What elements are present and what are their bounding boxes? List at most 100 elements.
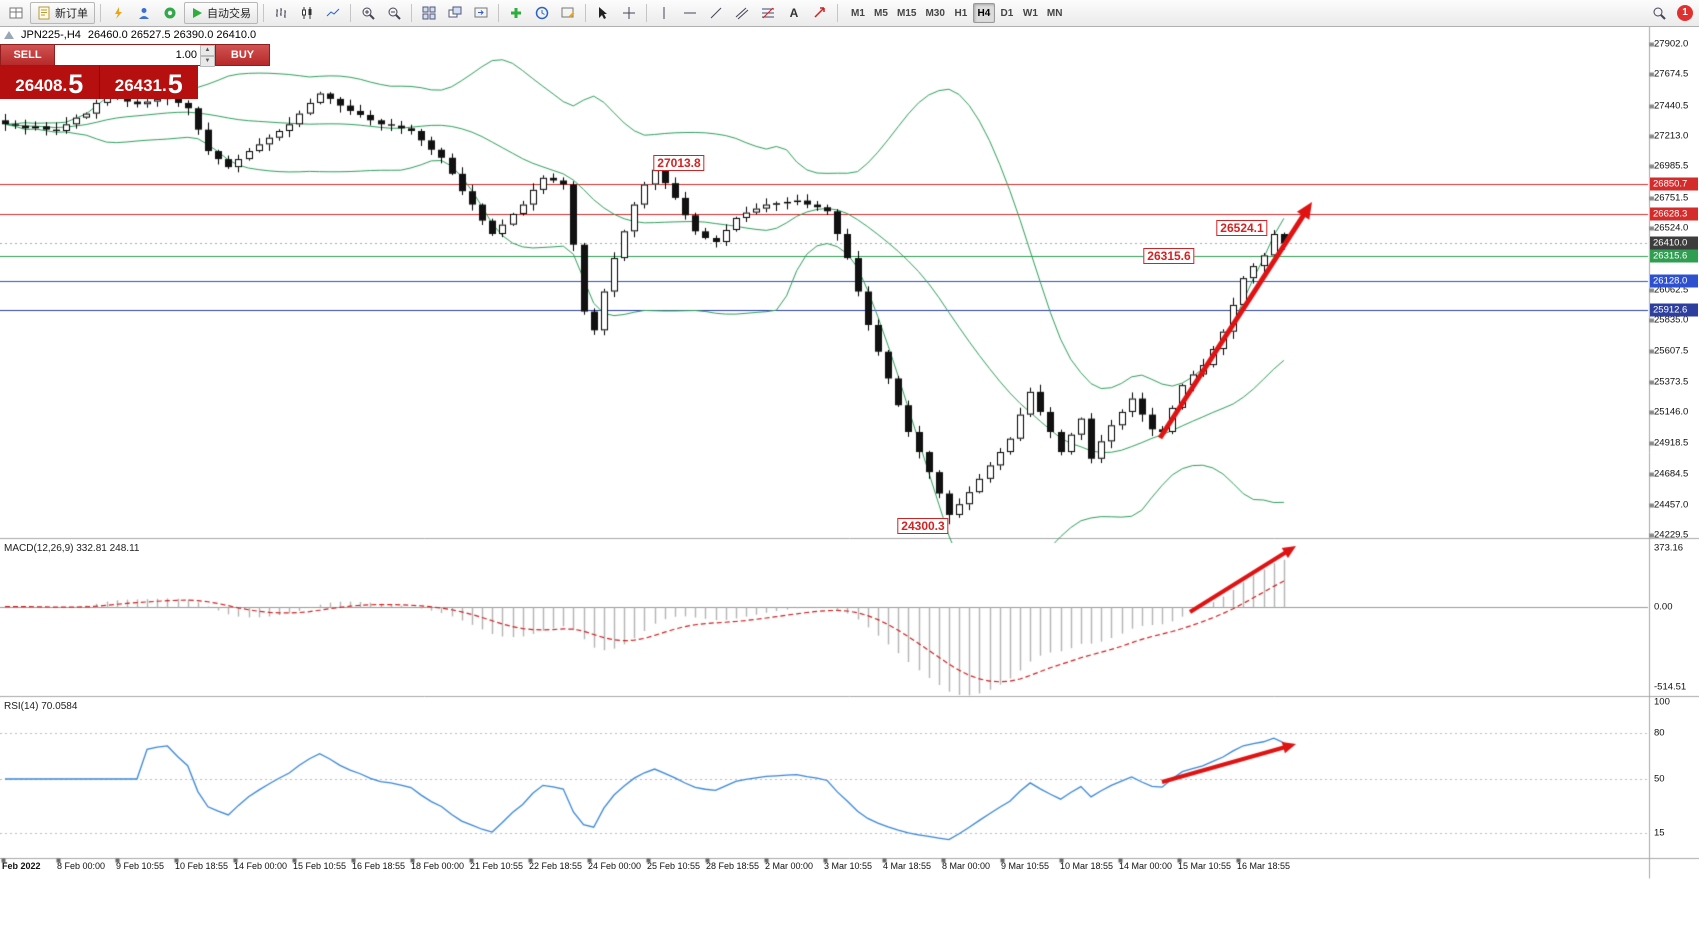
line-chart-mode-button[interactable] — [321, 2, 345, 24]
zoom-out-button[interactable] — [382, 2, 406, 24]
periods-button[interactable] — [530, 2, 554, 24]
sell-button[interactable]: SELL — [0, 44, 55, 66]
community-button[interactable] — [158, 2, 182, 24]
horizontal-line-icon — [684, 12, 696, 14]
search-icon — [1653, 7, 1666, 20]
sell-price-big-digit: 5 — [68, 69, 84, 99]
add-indicator-icon — [511, 8, 521, 18]
add-indicator-button[interactable] — [504, 2, 528, 24]
rsi-indicator-label: RSI(14) 70.0584 — [4, 701, 78, 712]
zoom-in-icon — [362, 7, 375, 20]
text-icon: A — [789, 6, 799, 20]
timeframe-group: M1 M5 M15 M30 H1 H4 D1 W1 MN — [847, 3, 1066, 23]
zoom-in-button[interactable] — [356, 2, 380, 24]
trendline-icon — [710, 7, 722, 19]
timeframe-button-h4[interactable]: H4 — [972, 3, 995, 23]
new-order-button[interactable]: 新订单 — [30, 2, 95, 24]
toolbar-right-group: 1 — [1647, 2, 1695, 24]
candlestick-mode-button[interactable] — [295, 2, 319, 24]
toolbar-separator — [837, 4, 838, 22]
search-button[interactable] — [1647, 2, 1671, 24]
vertical-line-tool-button[interactable] — [652, 2, 676, 24]
chart-shift-button[interactable] — [469, 2, 493, 24]
chart-shift-icon — [474, 7, 488, 18]
cursor-tool-button[interactable] — [591, 2, 615, 24]
channel-icon — [735, 7, 749, 20]
charts-grid-icon — [9, 7, 23, 19]
alerts-button[interactable] — [106, 2, 130, 24]
new-order-label: 新订单 — [55, 8, 88, 20]
text-tool-button[interactable]: A — [782, 2, 806, 24]
timeframe-button-m15[interactable]: M15 — [893, 3, 920, 23]
volume-input[interactable] — [55, 45, 200, 65]
auto-trading-label: 自动交易 — [207, 8, 251, 20]
macd-indicator-label: MACD(12,26,9) 332.81 248.11 — [4, 543, 140, 554]
toolbar-separator — [411, 4, 412, 22]
auto-trading-button[interactable]: 自动交易 — [184, 2, 258, 24]
timeframe-button-mn[interactable]: MN — [1043, 3, 1067, 23]
symbol-period-label: JPN225-,H4 — [21, 29, 81, 41]
timeframe-button-m30[interactable]: M30 — [921, 3, 948, 23]
fibonacci-icon — [762, 7, 774, 19]
auto-trading-play-icon — [193, 8, 202, 18]
volume-spinner: ▲ ▼ — [200, 45, 215, 67]
channel-tool-button[interactable] — [730, 2, 754, 24]
toolbar-separator — [498, 4, 499, 22]
toolbar: 新订单 自动交易 — [0, 0, 1699, 27]
volume-stepper[interactable]: ▲ ▼ — [55, 44, 215, 67]
toolbar-separator — [263, 4, 264, 22]
horizontal-line-tool-button[interactable] — [678, 2, 702, 24]
templates-icon — [561, 7, 575, 18]
trade-panel-controls: SELL ▲ ▼ BUY — [0, 44, 270, 67]
timeframe-button-m1[interactable]: M1 — [847, 3, 869, 23]
vertical-line-icon — [663, 7, 665, 19]
timeframe-button-d1[interactable]: D1 — [996, 3, 1018, 23]
arrow-objects-icon — [814, 7, 825, 18]
buy-price-main: 26431. — [114, 76, 167, 95]
volume-increase-button[interactable]: ▲ — [200, 45, 215, 56]
buy-price-big-digit: 5 — [167, 69, 183, 99]
sell-price-main: 26408. — [15, 76, 68, 95]
toolbar-separator — [100, 4, 101, 22]
tile-windows-button[interactable] — [417, 2, 441, 24]
chart-title: JPN225-,H4 26460.0 26527.5 26390.0 26410… — [4, 29, 256, 41]
candlestick-mode-icon — [302, 7, 312, 19]
one-click-collapse-icon[interactable] — [4, 31, 14, 39]
arrow-objects-button[interactable] — [808, 2, 832, 24]
trendline-tool-button[interactable] — [704, 2, 728, 24]
templates-button[interactable] — [556, 2, 580, 24]
zoom-out-icon — [388, 7, 401, 20]
timeframe-button-m5[interactable]: M5 — [870, 3, 892, 23]
crosshair-tool-button[interactable] — [617, 2, 641, 24]
notification-badge[interactable]: 1 — [1677, 5, 1693, 21]
one-click-trading-panel: SELL ▲ ▼ BUY 26408. 5 26431. 5 — [0, 44, 270, 99]
sell-price[interactable]: 26408. 5 — [0, 66, 100, 99]
alerts-icon — [115, 7, 122, 19]
toolbar-separator — [350, 4, 351, 22]
new-order-icon — [38, 6, 50, 20]
toolbar-separator — [585, 4, 586, 22]
tile-windows-icon — [422, 6, 436, 20]
crosshair-icon — [623, 7, 635, 19]
timeframe-button-w1[interactable]: W1 — [1019, 3, 1042, 23]
bar-chart-mode-icon — [276, 8, 286, 18]
fibonacci-tool-button[interactable] — [756, 2, 780, 24]
cascade-windows-button[interactable] — [443, 2, 467, 24]
buy-button[interactable]: BUY — [215, 44, 270, 66]
volume-decrease-button[interactable]: ▼ — [200, 56, 215, 67]
charts-grid-button[interactable] — [4, 2, 28, 24]
cascade-windows-icon — [448, 6, 462, 18]
community-icon — [164, 7, 176, 19]
toolbar-separator — [646, 4, 647, 22]
ohlc-values: 26460.0 26527.5 26390.0 26410.0 — [87, 29, 257, 41]
buy-price[interactable]: 26431. 5 — [100, 66, 199, 99]
profile-icon — [139, 8, 149, 19]
profile-button[interactable] — [132, 2, 156, 24]
trade-panel-prices: 26408. 5 26431. 5 — [0, 66, 198, 99]
bar-chart-mode-button[interactable] — [269, 2, 293, 24]
periods-clock-icon — [535, 6, 549, 20]
timeframe-button-h1[interactable]: H1 — [950, 3, 972, 23]
line-chart-mode-icon — [326, 8, 340, 17]
